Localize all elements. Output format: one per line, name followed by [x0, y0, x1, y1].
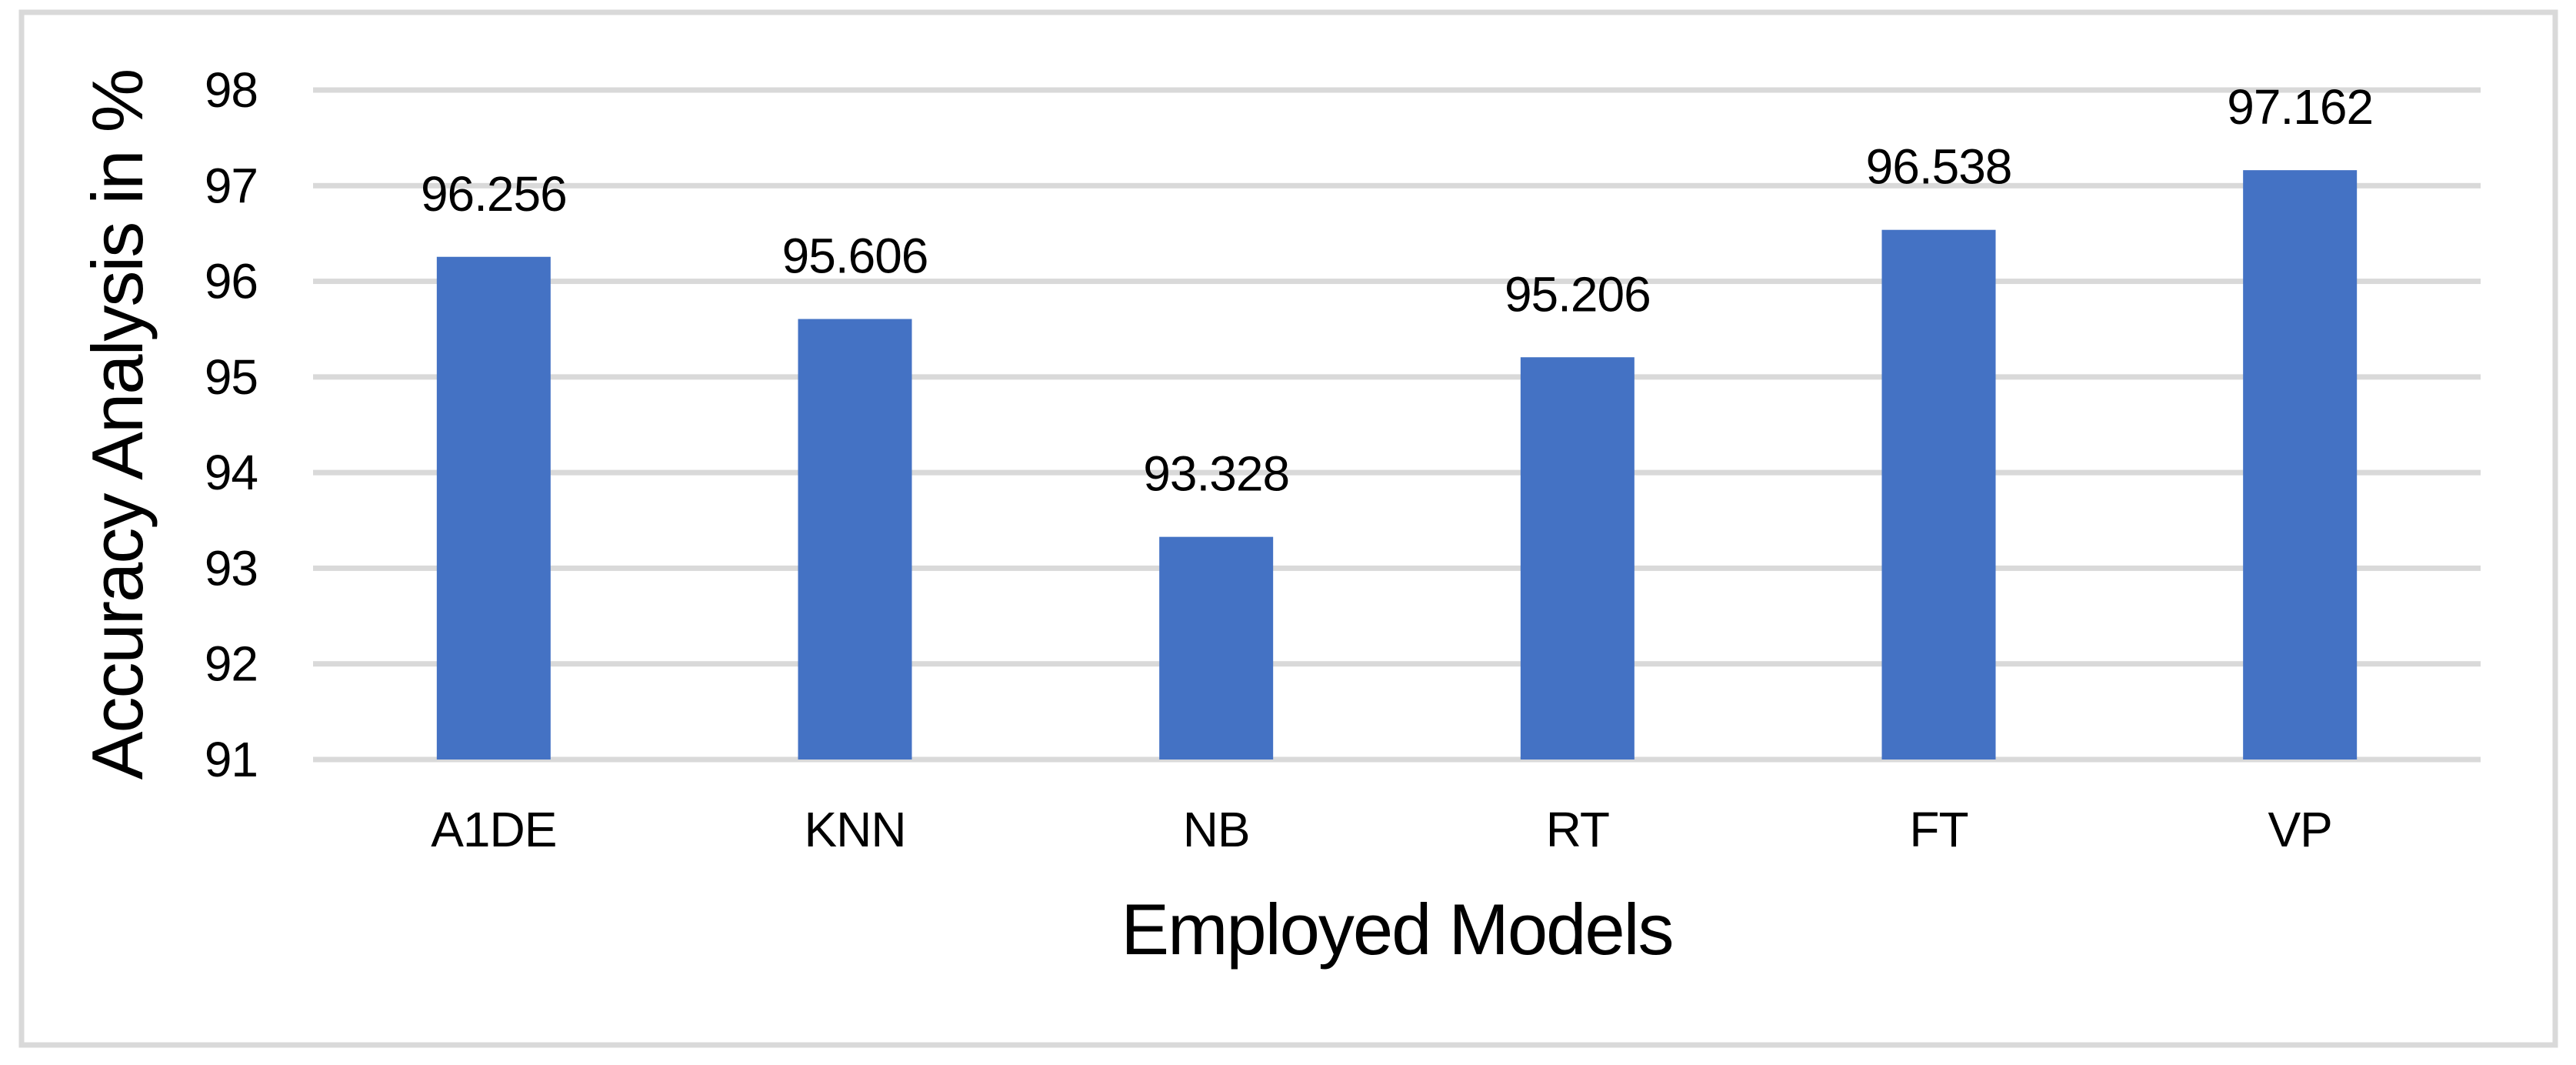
- gridline-94: [313, 469, 2481, 476]
- category-label-ft: FT: [1909, 802, 1968, 857]
- y-tick-label-98: 98: [205, 62, 258, 118]
- y-tick-label-96: 96: [205, 254, 258, 309]
- y-axis-title: Accuracy Analysis in %: [77, 70, 158, 780]
- category-label-rt: RT: [1546, 802, 1609, 857]
- bar-value-label-ft: 96.538: [1866, 139, 2012, 195]
- y-tick-label-97: 97: [205, 158, 258, 213]
- y-tick-label-93: 93: [205, 540, 258, 596]
- gridline-98: [313, 87, 2481, 93]
- x-axis-category-labels: A1DE KNN NB RT FT VP: [431, 802, 2333, 857]
- gridline-92: [313, 661, 2481, 667]
- gridline-97: [313, 182, 2481, 189]
- bar-value-label-nb: 93.328: [1143, 446, 1289, 502]
- bar-knn: [798, 319, 912, 760]
- x-axis-line: [313, 756, 2481, 763]
- gridline-96: [313, 279, 2481, 285]
- category-label-nb: NB: [1183, 802, 1250, 857]
- y-tick-label-91: 91: [205, 732, 258, 787]
- y-tick-label-94: 94: [205, 445, 258, 500]
- gridline-93: [313, 565, 2481, 571]
- bar-rt: [1520, 357, 1635, 760]
- bar-value-label-vp: 97.162: [2227, 79, 2373, 135]
- gridlines: [313, 87, 2481, 763]
- gridline-95: [313, 374, 2481, 380]
- y-tick-label-92: 92: [205, 636, 258, 692]
- bar-value-label-rt: 95.206: [1505, 266, 1651, 322]
- bar-series: [436, 170, 2358, 760]
- bar-nb: [1159, 536, 1274, 760]
- bar-value-label-a1de: 96.256: [421, 166, 567, 222]
- category-label-vp: VP: [2268, 802, 2331, 857]
- category-label-knn: KNN: [804, 802, 905, 857]
- category-label-a1de: A1DE: [431, 802, 556, 857]
- x-axis-title: Employed Models: [1121, 889, 1672, 970]
- y-tick-label-95: 95: [205, 349, 258, 405]
- bar-value-label-knn: 95.606: [782, 229, 928, 284]
- bar-ft: [1881, 229, 1996, 760]
- bar-vp: [2243, 170, 2358, 760]
- bar-a1de: [436, 256, 551, 760]
- y-axis-tick-labels: 91 92 93 94 95 96 97 98: [205, 62, 258, 787]
- bar-value-labels: 96.256 95.606 93.328 95.206 96.538 97.162: [421, 79, 2374, 502]
